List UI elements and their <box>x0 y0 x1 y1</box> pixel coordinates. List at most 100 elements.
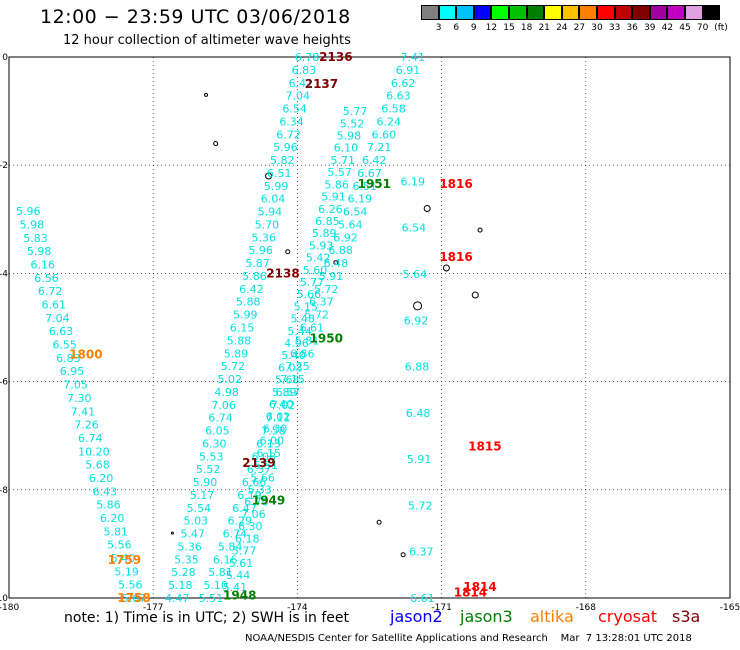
wave-height-value: 6.54 <box>282 103 307 116</box>
wave-height-value: 6.61 <box>410 592 435 605</box>
wave-height-value: 5.54 <box>187 502 212 515</box>
wave-height-value: 5.64 <box>338 218 363 231</box>
wave-height-value: 5.86 <box>242 270 267 283</box>
wave-height-value: 6.67 <box>357 167 382 180</box>
legend-label: 36 <box>626 23 638 33</box>
wave-height-value: 5.77 <box>232 545 257 558</box>
wave-height-value: 5.42 <box>306 252 331 265</box>
x-tick-label: -171 <box>431 603 451 613</box>
island-outline <box>423 204 431 212</box>
wave-height-value: 5.94 <box>258 206 283 219</box>
wave-height-value: 6.41 <box>289 77 314 90</box>
wave-height-value: 6.54 <box>343 206 368 219</box>
wave-height-value: 6.26 <box>318 203 343 216</box>
pass-time-label: 2137 <box>305 77 338 91</box>
legend-label: 15 <box>503 23 515 33</box>
wave-height-value: 10.20 <box>78 445 110 458</box>
wave-height-value: 7.11 <box>266 412 291 425</box>
pass-time-label: 2138 <box>266 266 299 280</box>
wave-height-value: 6.16 <box>213 553 238 566</box>
wave-height-value: 6.55 <box>52 339 77 352</box>
island-outline <box>442 264 450 272</box>
wave-height-value: 6.20 <box>89 472 114 485</box>
wave-height-value: 5.86 <box>96 499 121 512</box>
legend-swatch <box>473 5 492 20</box>
wave-height-value: 7.04 <box>285 90 310 103</box>
wave-height-value: 4.47 <box>165 592 190 605</box>
island-outline <box>471 291 479 299</box>
wave-height-value: 6.34 <box>279 115 304 128</box>
wave-height-value: 5.72 <box>304 309 329 322</box>
legend-label: 12 <box>485 23 498 33</box>
wave-height-value: 6.92 <box>404 314 429 327</box>
pass-time-label: 1950 <box>310 331 343 345</box>
wave-height-value: 6.54 <box>402 222 427 235</box>
wave-height-value: 6.60 <box>372 128 397 141</box>
mission-label: altika <box>530 607 574 626</box>
wave-height-value: 6.74 <box>78 432 103 445</box>
legend-label: 6 <box>453 23 460 33</box>
wave-height-value: 5.81 <box>208 566 233 579</box>
wave-height-value: 6.51 <box>253 459 278 472</box>
pass-time-label: 1949 <box>252 494 285 508</box>
wave-height-value: 5.89 <box>272 386 297 399</box>
credit-line: NOAA/NESDIS Center for Satellite Applica… <box>245 633 692 644</box>
wave-height-value: 6.47 <box>232 502 257 515</box>
wave-height-value: 6.08 <box>252 450 277 463</box>
pass-time-label: 2139 <box>242 456 275 470</box>
wave-height-value: 6.30 <box>202 437 227 450</box>
wave-height-value: 7.02 <box>271 399 296 412</box>
wave-height-value: 7.25 <box>285 360 310 373</box>
wave-height-value: 5.70 <box>255 218 280 231</box>
wave-height-value: 5.48 <box>290 313 315 326</box>
wave-height-value: 5.66 <box>250 471 275 484</box>
wave-height-value: 5.99 <box>233 309 258 322</box>
legend-label: 9 <box>470 23 477 33</box>
wave-height-value: 5.53 <box>199 450 224 463</box>
legend-swatch <box>561 5 580 20</box>
legend-swatch <box>685 5 703 20</box>
wave-height-value: 6.51 <box>352 180 377 193</box>
y-tick-label: -4 <box>0 269 8 279</box>
legend-label: 21 <box>538 23 550 33</box>
legend-label: 27 <box>573 23 586 33</box>
wave-height-value: 5.77 <box>343 105 368 118</box>
wave-height-value: 5.91 <box>319 270 344 283</box>
mission-label: jason3 <box>460 607 513 626</box>
wave-height-value: 7.05 <box>63 379 88 392</box>
wave-height-value: 6.37 <box>309 296 334 309</box>
wave-height-value: 7.41 <box>401 51 426 64</box>
island-outline <box>285 249 291 255</box>
wave-height-value: 6.43 <box>93 485 118 498</box>
pass-time-label: 1759 <box>108 553 141 567</box>
wave-height-value: 6.40 <box>269 398 294 411</box>
legend-swatch <box>667 5 685 20</box>
wave-height-value: 5.71 <box>331 154 356 167</box>
wave-height-value: 5.89 <box>312 227 337 240</box>
island-outline <box>333 260 339 266</box>
wave-height-value: 6.62 <box>391 77 416 90</box>
wave-height-value: 5.88 <box>227 334 252 347</box>
wave-height-value: 6.86 <box>290 347 315 360</box>
wave-height-value: 5.51 <box>199 592 224 605</box>
wave-height-value: 5.72 <box>314 283 339 296</box>
wave-height-value: 5.52 <box>196 463 221 476</box>
wave-height-value: 6.24 <box>376 115 401 128</box>
island-outline <box>265 172 273 180</box>
wave-height-value: 6.30 <box>263 422 288 435</box>
wave-height-value: 6.19 <box>348 193 373 206</box>
wave-height-value: 5.28 <box>171 566 196 579</box>
pass-time-label: 1800 <box>69 348 102 362</box>
legend-label: 70 <box>696 23 709 33</box>
wave-height-value: 6.63 <box>386 90 411 103</box>
page-title: 12:00 − 23:59 UTC 03/06/2018 <box>40 6 351 28</box>
legend-swatch <box>509 5 527 20</box>
wave-height-value: 5.33 <box>247 484 272 497</box>
wave-height-value: 6.03 <box>278 361 303 374</box>
wave-height-value: 5.87 <box>245 257 270 270</box>
legend-label: 42 <box>661 23 674 33</box>
wave-height-value: 5.60 <box>303 264 328 277</box>
pass-time-label: 1758 <box>117 591 150 605</box>
legend-unit: (ft) <box>714 23 728 33</box>
